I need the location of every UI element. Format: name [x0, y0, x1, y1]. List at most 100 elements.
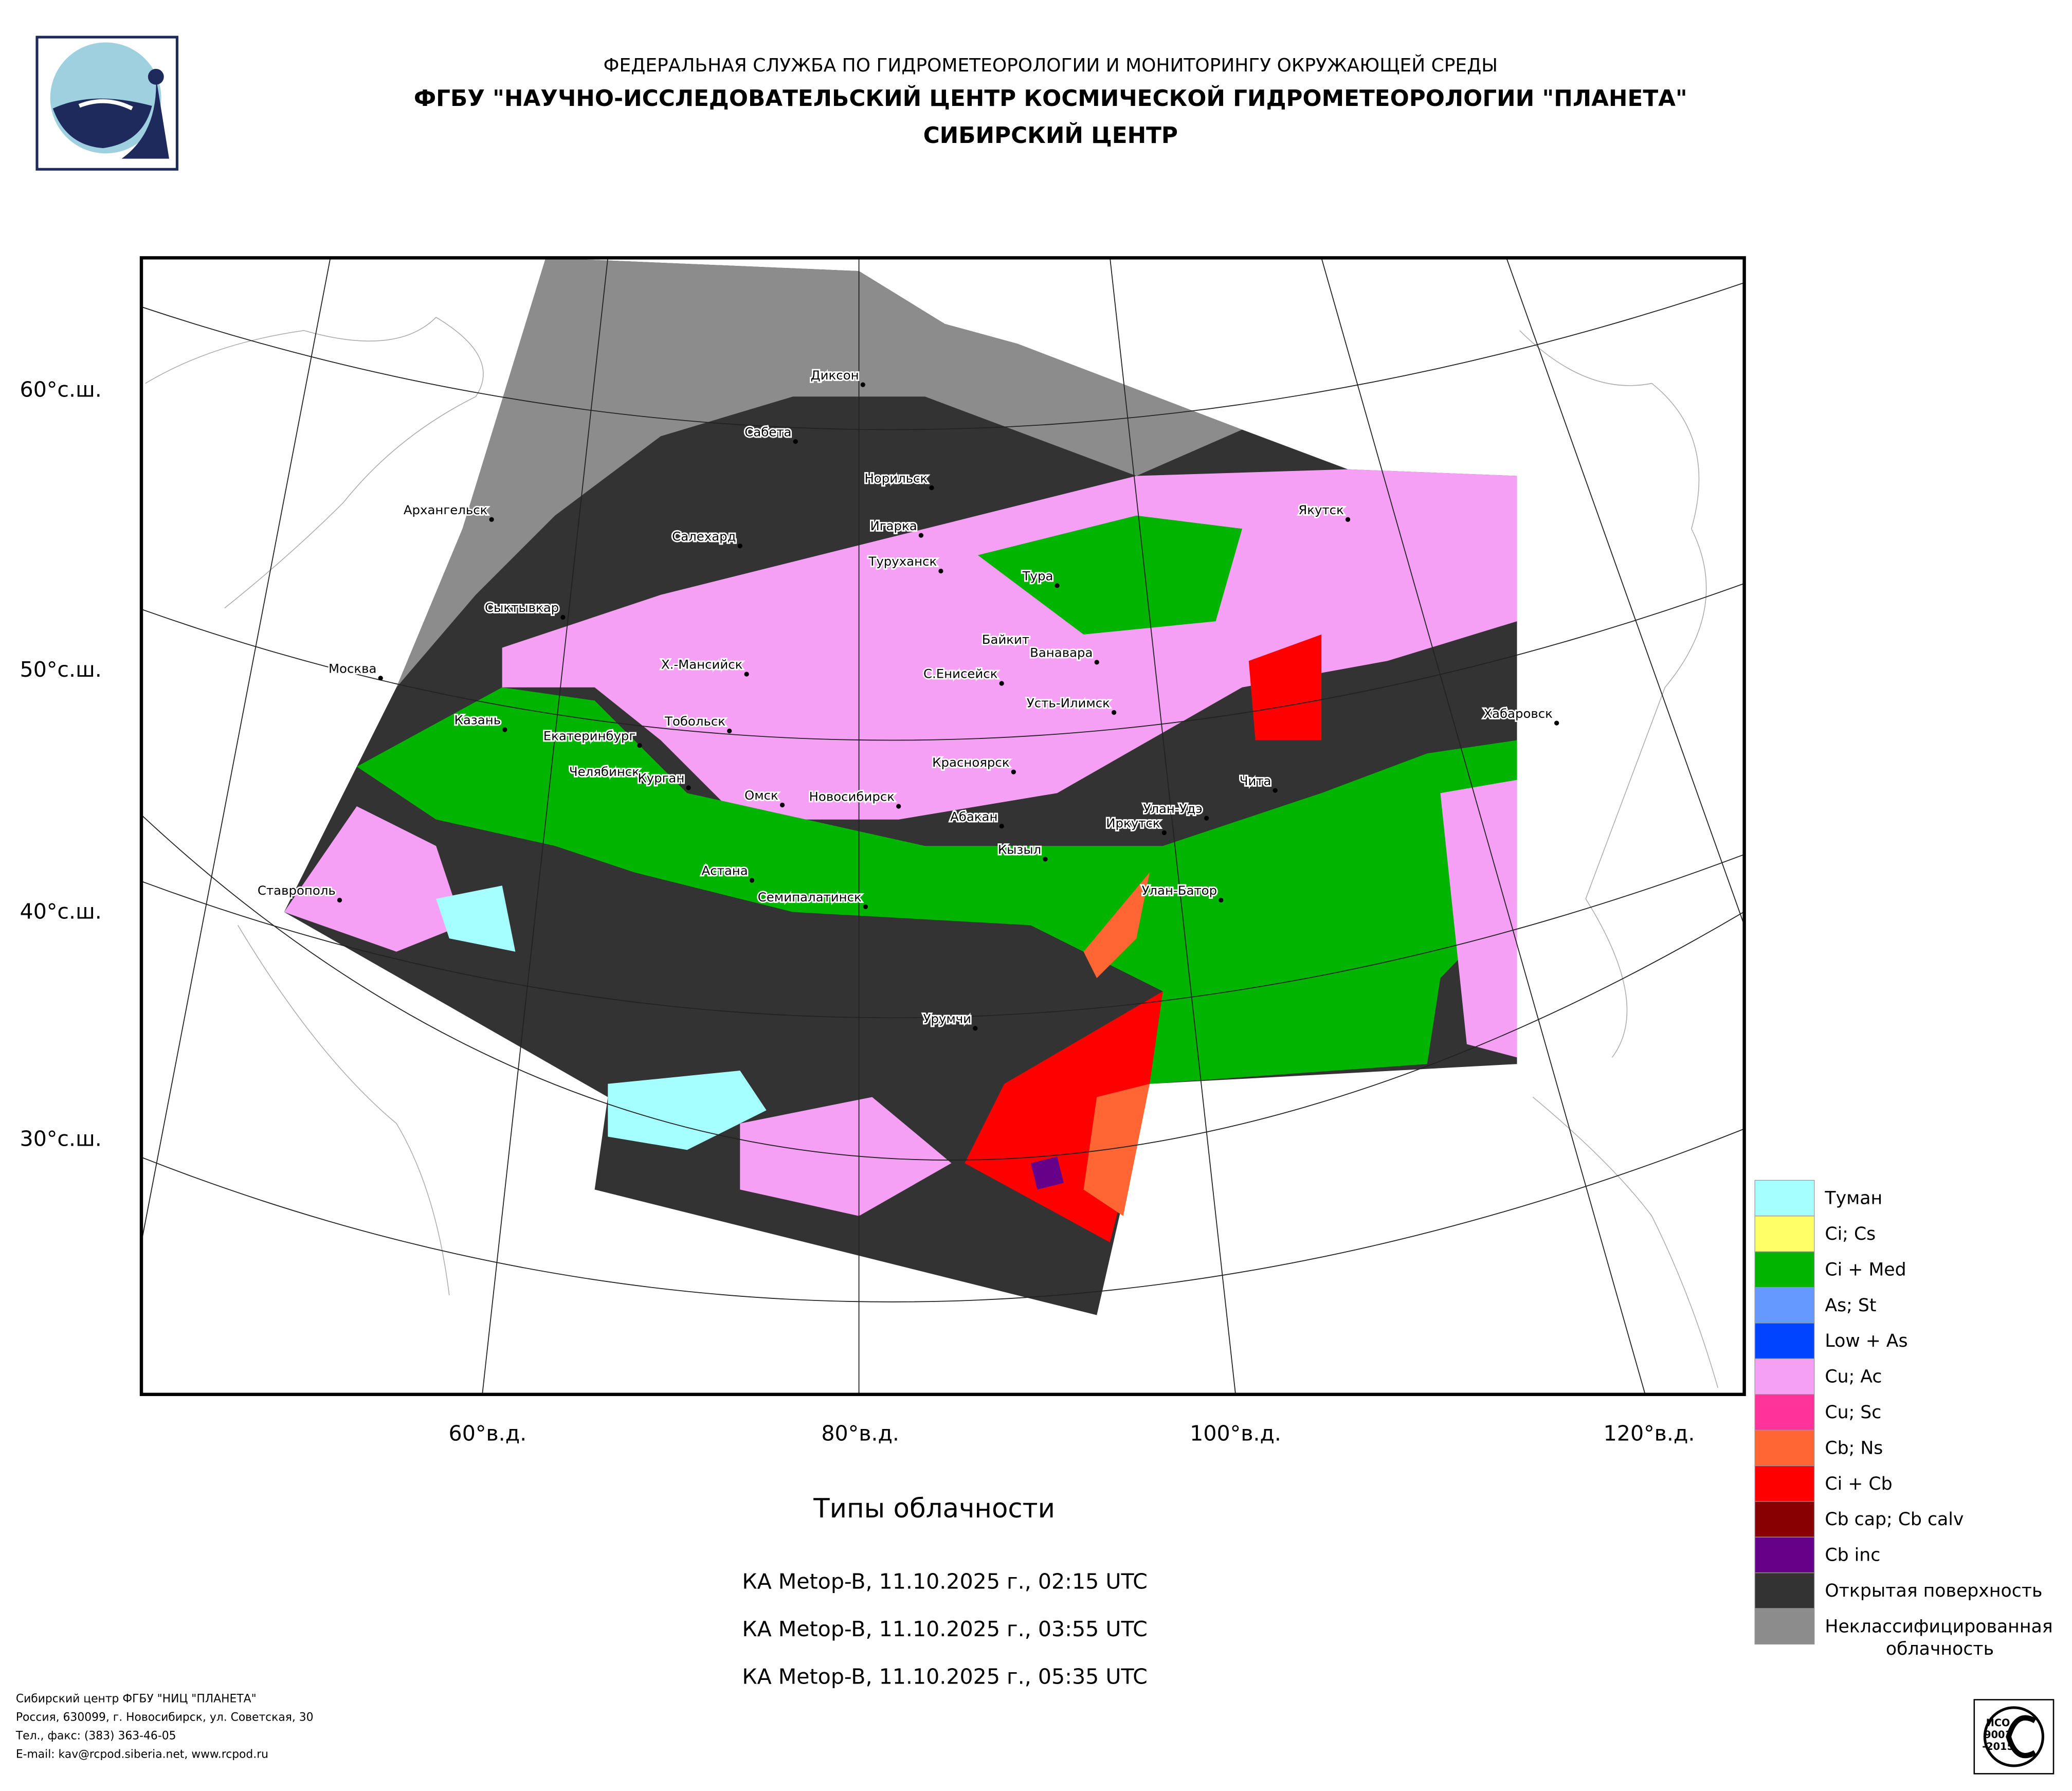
lat-label: 30°с.ш.: [20, 1127, 102, 1151]
city-dot: [793, 439, 798, 444]
city-dot: [1031, 646, 1036, 652]
legend-swatch: [1754, 1501, 1815, 1537]
cloud-region: [1440, 780, 1517, 1058]
cloud-classes: [284, 258, 1517, 1315]
footer: Сибирский центр ФГБУ "НИЦ "ПЛАНЕТА" Росси…: [15, 1693, 314, 1761]
city-label: Байкит: [982, 632, 1029, 647]
city-label: Ставрополь: [258, 883, 336, 898]
lon-label: 60°в.д.: [449, 1421, 527, 1446]
legend-label: Неклассифицированная: [1825, 1616, 2052, 1637]
city-dot: [637, 743, 642, 748]
city-label: Ванавара: [1030, 645, 1093, 660]
cloud-region: [436, 885, 516, 952]
city-dot: [1273, 788, 1278, 793]
cloud-region: [608, 1071, 767, 1150]
lon-label: 80°в.д.: [821, 1421, 899, 1446]
legend-label: Cu; Sc: [1825, 1402, 1881, 1423]
legend-label: Открытая поверхность: [1825, 1581, 2042, 1601]
city-dot: [749, 878, 755, 883]
legend: Туман Ci; Cs Ci + Med As; St Low + As Cu; Ac C…: [1754, 1180, 2053, 1659]
legend-label: Cb inc: [1825, 1545, 1880, 1566]
legend-label: Cb cap; Cb calv: [1825, 1509, 1964, 1530]
city-label: Якутск: [1298, 502, 1344, 517]
legend-swatch: [1754, 1608, 1815, 1645]
pass-info: КА Metop-B, 11.10.2025 г., 03:55 UTC: [742, 1617, 1147, 1641]
legend-label: Cu; Ac: [1825, 1367, 1882, 1387]
header-center: ФГБУ "НАУЧНО-ИССЛЕДОВАТЕЛЬСКИЙ ЦЕНТР КОС…: [414, 84, 1687, 112]
city-label: Чита: [1240, 773, 1271, 788]
city-dot: [1554, 720, 1559, 726]
city-label: Салехард: [672, 529, 736, 544]
city-dot: [337, 897, 342, 903]
pass-info: КА Metop-B, 11.10.2025 г., 05:35 UTC: [742, 1665, 1147, 1689]
cloud-region: [1248, 634, 1322, 740]
map: Диксон Сабета Норильск Архангельск Игарка Сал…: [141, 258, 1744, 1395]
city-label: Красноярск: [932, 755, 1009, 770]
city-dot: [1011, 769, 1016, 774]
city-dot: [1094, 660, 1099, 665]
city-label: Екатеринбург: [543, 729, 635, 744]
legend-label: Low + As: [1825, 1331, 1907, 1351]
city-label: Хабаровск: [1483, 706, 1553, 721]
cloud-region: [1030, 1156, 1064, 1190]
city-label: Х.-Мансийск: [661, 657, 743, 672]
city-label: Архангельск: [404, 502, 488, 517]
legend-label: Ci + Cb: [1825, 1474, 1892, 1494]
header-agency: ФЕДЕРАЛЬНАЯ СЛУЖБА ПО ГИДРОМЕТЕОРОЛОГИИ …: [604, 55, 1498, 76]
cities: Диксон Сабета Норильск Архангельск Игарка Сал…: [256, 366, 1559, 1031]
city-dot: [1161, 830, 1167, 836]
logo: [35, 35, 178, 171]
city-dot: [1055, 583, 1060, 588]
lon-label: 120°в.д.: [1604, 1421, 1695, 1446]
cloud-region: [740, 1097, 952, 1216]
footer-line: Россия, 630099, г. Новосибирск, ул. Сове…: [16, 1711, 314, 1724]
city-label: Сабета: [744, 424, 791, 439]
city-dot: [896, 804, 901, 809]
city-dot: [863, 904, 868, 909]
city-dot: [973, 1026, 978, 1031]
badge-text: ИСО: [1986, 1717, 2010, 1729]
badge-text: 9001: [1984, 1729, 2012, 1741]
city-dot: [1345, 517, 1351, 522]
legend-swatch: [1754, 1465, 1815, 1502]
city-dot: [999, 823, 1004, 829]
legend-swatch: [1754, 1251, 1815, 1288]
city-label: Сыктывкар: [485, 600, 559, 615]
city-label: Туруханск: [868, 554, 937, 569]
city-dot: [1043, 857, 1048, 862]
city-dot: [999, 681, 1004, 686]
cloud-region: [284, 806, 463, 952]
city-dot: [378, 676, 383, 681]
cloud-region: [396, 258, 1242, 688]
city-dot: [744, 672, 749, 677]
axis-labels: 60°с.ш. 50°с.ш. 40°с.ш. 30°с.ш. 60°в.д. 80°в.…: [20, 377, 1695, 1445]
city-label: Абакан: [950, 809, 997, 824]
city-label: Диксон: [811, 368, 859, 383]
city-label: Омск: [744, 788, 778, 803]
graticule: [141, 258, 1744, 1395]
city-label: Кызыл: [998, 842, 1041, 857]
city-label: Иркутск: [1106, 816, 1160, 830]
city-dot: [779, 802, 785, 808]
city-dot: [686, 785, 691, 790]
legend-swatch: [1754, 1287, 1815, 1324]
cloud-region: [1083, 1083, 1150, 1216]
legend-swatch: [1754, 1536, 1815, 1573]
city-dot: [727, 728, 732, 734]
legend-swatch: [1754, 1572, 1815, 1609]
footer-line: E-mail: kav@rcpod.siberia.net, www.rcpod…: [16, 1748, 268, 1761]
city-dot: [929, 485, 934, 491]
cloud-region: [356, 687, 1517, 1084]
lat-label: 50°с.ш.: [20, 657, 102, 682]
city-dot: [918, 533, 924, 538]
city-label: С.Енисейск: [923, 666, 998, 681]
header-branch: СИБИРСКИЙ ЦЕНТР: [923, 121, 1178, 149]
city-dot: [860, 382, 865, 387]
city-label: Курган: [638, 771, 684, 786]
legend-swatch: [1754, 1430, 1815, 1467]
pass-info: КА Metop-B, 11.10.2025 г., 02:15 UTC: [742, 1569, 1147, 1594]
footer-line: Сибирский центр ФГБУ "НИЦ "ПЛАНЕТА": [16, 1693, 257, 1706]
cloud-region: [1083, 872, 1150, 979]
city-dot: [1219, 897, 1224, 903]
cloud-region: [977, 515, 1242, 635]
